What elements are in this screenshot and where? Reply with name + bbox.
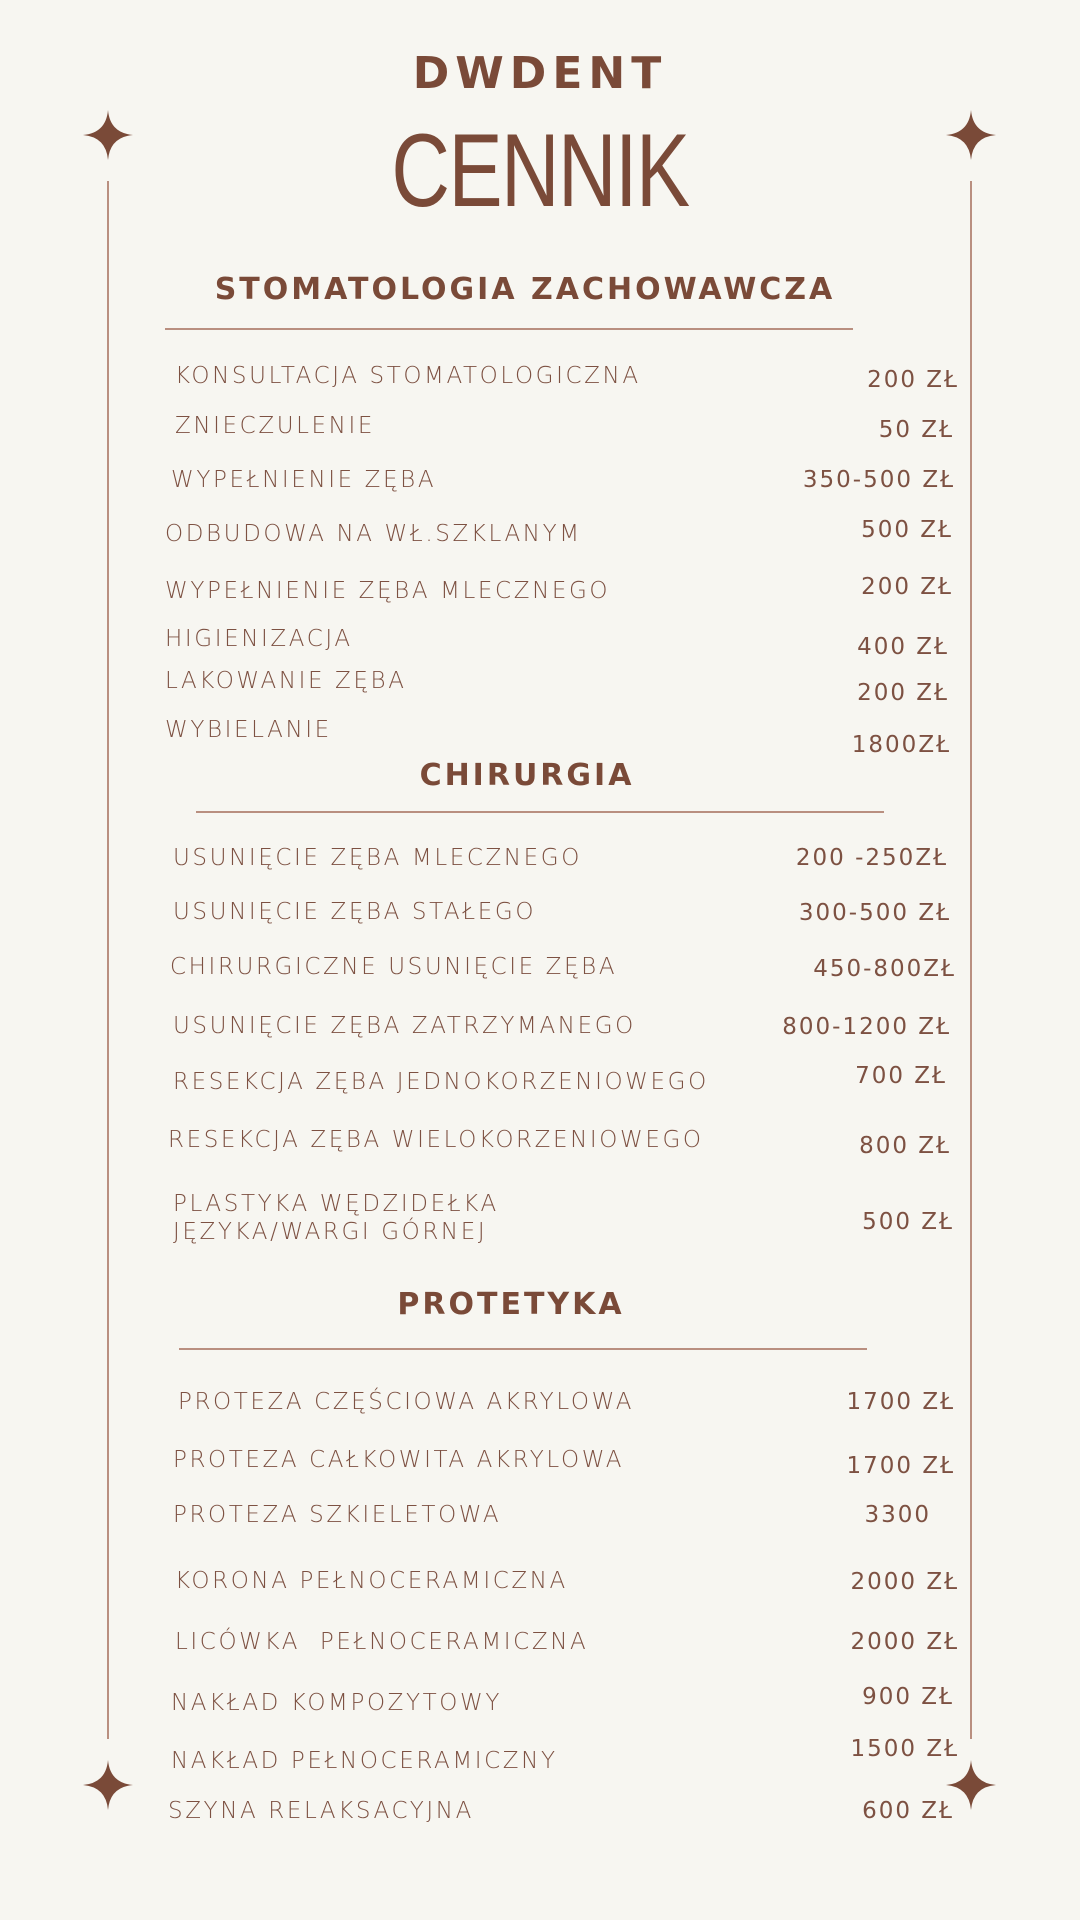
service-price: 450-800ZŁ	[813, 956, 956, 982]
service-name: WYBIELANIE	[165, 717, 332, 743]
service-name: PLASTYKA WĘDZIDEŁKA JĘZYKA/WARGI GÓRNEJ	[173, 1191, 499, 1245]
service-price: 600 ZŁ	[862, 1798, 954, 1824]
service-price: 700 ZŁ	[855, 1063, 947, 1089]
service-name: USUNIĘCIE ZĘBA MLECZNEGO	[173, 845, 582, 871]
service-name: WYPEŁNIENIE ZĘBA	[171, 467, 437, 493]
section-divider	[179, 1348, 867, 1350]
service-price: 400 ZŁ	[857, 634, 949, 660]
service-price: 350-500 ZŁ	[802, 467, 955, 493]
section-divider	[165, 328, 853, 330]
sparkle-star-icon	[83, 110, 133, 160]
service-name: WYPEŁNIENIE ZĘBA MLECZNEGO	[165, 578, 611, 604]
service-name: NAKŁAD KOMPOZYTOWY	[171, 1690, 502, 1716]
service-price: 200 ZŁ	[867, 367, 959, 393]
service-price: 2000 ZŁ	[850, 1569, 959, 1595]
section-heading-stomatologia-zachowawcza: STOMATOLOGIA ZACHOWAWCZA	[214, 272, 836, 307]
service-price: 200 -250ZŁ	[795, 845, 948, 871]
service-price: 2000 ZŁ	[850, 1629, 959, 1655]
service-price: 1700 ZŁ	[846, 1453, 955, 1479]
service-name: ZNIECZULENIE	[175, 413, 375, 439]
service-name: KONSULTACJA STOMATOLOGICZNA	[175, 363, 641, 389]
service-name: RESEKCJA ZĘBA WIELOKORZENIOWEGO	[168, 1127, 704, 1153]
service-price: 800-1200 ZŁ	[782, 1014, 951, 1040]
service-price: 1700 ZŁ	[846, 1389, 955, 1415]
service-name: KORONA PEŁNOCERAMICZNA	[175, 1568, 568, 1594]
service-price: 900 ZŁ	[862, 1684, 954, 1710]
service-price: 1800ZŁ	[851, 732, 951, 758]
service-price: 3300	[864, 1502, 931, 1528]
section-heading-chirurgia: CHIRURGIA	[419, 758, 635, 793]
service-name: RESEKCJA ZĘBA JEDNOKORZENIOWEGO	[173, 1069, 709, 1095]
service-price: 500 ZŁ	[861, 517, 953, 543]
service-name: LAKOWANIE ZĘBA	[165, 668, 407, 694]
sparkle-star-icon	[83, 1760, 133, 1810]
section-divider	[196, 811, 884, 813]
left-border-line	[107, 181, 109, 1739]
page-title: CENNIK	[391, 113, 690, 229]
service-price: 200 ZŁ	[861, 574, 953, 600]
right-border-line	[970, 181, 972, 1739]
sparkle-star-icon	[946, 110, 996, 160]
sparkle-star-icon	[946, 1760, 996, 1810]
service-price: 300-500 ZŁ	[798, 900, 951, 926]
service-price: 1500 ZŁ	[850, 1736, 959, 1762]
brand-name: DWDENT	[412, 48, 668, 99]
section-heading-protetyka: PROTETYKA	[397, 1287, 625, 1322]
service-price: 500 ZŁ	[862, 1209, 954, 1235]
service-price: 200 ZŁ	[857, 680, 949, 706]
service-name: SZYNA RELAKSACYJNA	[168, 1798, 474, 1824]
service-price: 50 ZŁ	[878, 417, 954, 443]
service-name: PROTEZA CAŁKOWITA AKRYLOWA	[173, 1447, 625, 1473]
service-name: USUNIĘCIE ZĘBA ZATRZYMANEGO	[173, 1013, 636, 1039]
service-name: ODBUDOWA NA WŁ.SZKLANYM	[165, 521, 582, 547]
service-name: PROTEZA CZĘŚCIOWA AKRYLOWA	[178, 1389, 635, 1415]
service-name: NAKŁAD PEŁNOCERAMICZNY	[171, 1748, 558, 1774]
service-price: 800 ZŁ	[859, 1133, 951, 1159]
service-name: HIGIENIZACJA	[165, 626, 353, 652]
service-name: USUNIĘCIE ZĘBA STAŁEGO	[173, 899, 537, 925]
service-name: LICÓWKA PEŁNOCERAMICZNA	[175, 1629, 589, 1655]
service-name: CHIRURGICZNE USUNIĘCIE ZĘBA	[170, 954, 618, 980]
service-name: PROTEZA SZKIELETOWA	[173, 1502, 502, 1528]
